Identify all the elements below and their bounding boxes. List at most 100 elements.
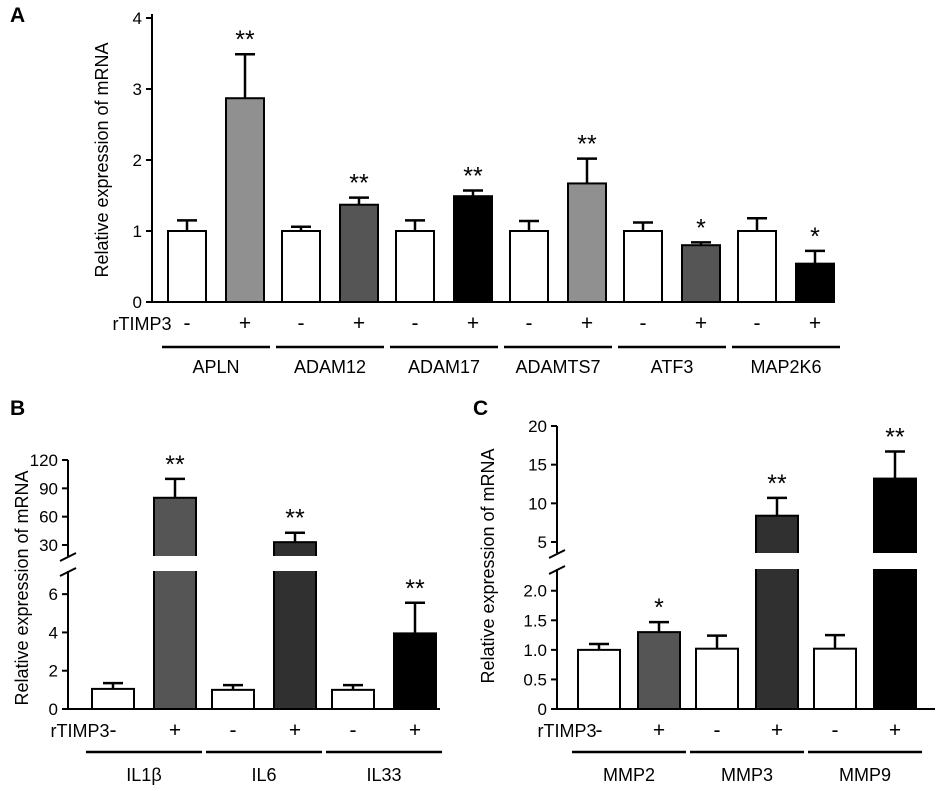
y-tick-label: 5 xyxy=(538,533,547,552)
bar-map2k6-minus xyxy=(737,230,777,303)
axis-break-mark xyxy=(548,549,566,559)
treatment-plus: + xyxy=(467,312,479,335)
bar-break-gap xyxy=(753,553,801,569)
significance-label: ** xyxy=(405,575,425,603)
y-tick-label: 2 xyxy=(49,662,58,681)
treatment-minus: - xyxy=(350,719,357,742)
bar-atf3-minus xyxy=(623,230,663,303)
y-axis-label: Relative expression of mRNA xyxy=(92,42,112,277)
significance-label: ** xyxy=(285,505,305,533)
bar-mmp2-minus xyxy=(577,648,621,711)
treatment-plus: + xyxy=(889,719,901,742)
significance-label: * xyxy=(654,594,664,622)
y-tick-label: 1.0 xyxy=(523,641,547,660)
bar-break-gap xyxy=(271,556,319,571)
y-tick-label: 1 xyxy=(133,222,142,241)
treatment-plus: + xyxy=(239,312,251,335)
y-tick-label: 0.5 xyxy=(523,670,547,689)
significance-label: * xyxy=(696,214,706,242)
bar-break-gap xyxy=(871,553,919,569)
group-label: APLN xyxy=(192,357,239,377)
y-tick-label: 4 xyxy=(133,9,142,28)
treatment-minus: - xyxy=(526,312,533,335)
panel-letter: A xyxy=(10,4,25,27)
bar-mmp9-plus xyxy=(873,477,917,710)
significance-label: ** xyxy=(577,131,597,159)
treatment-minus: - xyxy=(640,312,647,335)
group-label: ATF3 xyxy=(651,357,694,377)
group-label: ADAM17 xyxy=(408,357,480,377)
treatment-plus: + xyxy=(409,719,421,742)
y-tick-label: 15 xyxy=(528,456,547,475)
bar-adam12-plus xyxy=(339,203,379,303)
panel-letter: C xyxy=(473,397,488,420)
bar-il33-plus xyxy=(393,632,437,711)
significance-label: ** xyxy=(235,26,255,54)
treatment-plus: + xyxy=(695,312,707,335)
treatment-plus: + xyxy=(353,312,365,335)
group-label: IL33 xyxy=(366,765,401,785)
treatment-plus: + xyxy=(771,719,783,742)
significance-label: ** xyxy=(767,470,787,498)
group-label: ADAM12 xyxy=(294,357,366,377)
bar-il1-plus xyxy=(153,496,197,710)
significance-label: ** xyxy=(165,451,185,479)
treatment-label: rTIMP3 xyxy=(50,721,109,741)
group-label: IL1β xyxy=(126,765,161,785)
treatment-minus: - xyxy=(110,719,117,742)
significance-label: ** xyxy=(463,163,483,191)
bar-break-gap xyxy=(151,556,199,571)
significance-label: ** xyxy=(885,424,905,452)
bar-mmp2-plus xyxy=(637,631,681,710)
bar-apln-plus xyxy=(225,97,265,304)
chart-panel-c: C 0 0.5 1.0 1.5 2.0 5 10 15 20 Relative expression… xyxy=(473,397,935,785)
y-tick-label: 0 xyxy=(49,700,58,719)
treatment-label: rTIMP3 xyxy=(112,314,171,334)
group-label: ADAMTS7 xyxy=(515,357,600,377)
bar-apln-minus xyxy=(167,230,207,303)
treatment-minus: - xyxy=(832,719,839,742)
treatment-plus: + xyxy=(581,312,593,335)
y-tick-label: 120 xyxy=(30,451,58,470)
group-label: MMP2 xyxy=(603,765,655,785)
y-tick-label: 90 xyxy=(39,479,58,498)
axis-break-mark xyxy=(548,565,566,575)
bar-adam17-plus xyxy=(453,195,493,304)
y-tick-label: 0 xyxy=(538,700,547,719)
treatment-minus: - xyxy=(714,719,721,742)
significance-label: ** xyxy=(349,170,369,198)
treatment-minus: - xyxy=(754,312,761,335)
y-tick-label: 4 xyxy=(49,623,58,642)
bar-adamts7-plus xyxy=(567,182,607,303)
y-tick-label: 20 xyxy=(528,417,547,436)
y-tick-label: 3 xyxy=(133,80,142,99)
treatment-minus: - xyxy=(298,312,305,335)
bar-mmp3-minus xyxy=(695,647,739,710)
treatment-plus: + xyxy=(169,719,181,742)
bar-il33-minus xyxy=(331,688,375,710)
bar-mmp3-plus xyxy=(755,514,799,710)
y-tick-label: 30 xyxy=(39,536,58,555)
bar-il6-minus xyxy=(211,688,255,710)
bar-mmp9-minus xyxy=(813,647,857,710)
y-tick-label: 2 xyxy=(133,151,142,170)
y-axis-label: Relative expression of mRNA xyxy=(478,448,498,683)
panel-letter: B xyxy=(10,397,25,420)
treatment-plus: + xyxy=(289,719,301,742)
bar-adam12-minus xyxy=(281,230,321,303)
treatment-label: rTIMP3 xyxy=(537,721,596,741)
axis-break-mark xyxy=(59,552,77,562)
group-label: IL6 xyxy=(251,765,276,785)
y-tick-label: 60 xyxy=(39,508,58,527)
treatment-minus: - xyxy=(596,719,603,742)
y-tick-label: 10 xyxy=(528,494,547,513)
y-tick-label: 0 xyxy=(133,293,142,312)
bar-atf3-plus xyxy=(681,244,721,303)
group-label: MMP9 xyxy=(839,765,891,785)
treatment-plus: + xyxy=(809,312,821,335)
axis-break-mark xyxy=(59,567,77,577)
group-label: MAP2K6 xyxy=(750,357,821,377)
group-label: MMP3 xyxy=(721,765,773,785)
chart-panel-a: A 0 1 2 3 4 Relative expression of mRNA rTIMP3 -… xyxy=(10,4,840,377)
